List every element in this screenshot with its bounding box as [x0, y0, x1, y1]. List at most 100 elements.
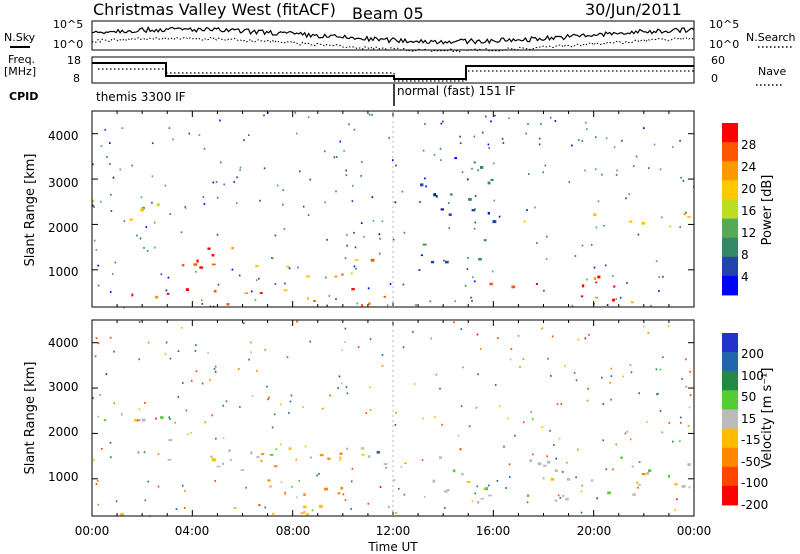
- heatmap-cell: [217, 283, 220, 286]
- heatmap-cell: [610, 367, 613, 370]
- heatmap-cell: [350, 272, 353, 275]
- heatmap-cell: [668, 474, 670, 478]
- heatmap-cell: [295, 458, 297, 461]
- nsearch-trace: [91, 36, 695, 53]
- heatmap-cell: [584, 337, 587, 340]
- heatmap-cell: [502, 142, 505, 144]
- heatmap-cell: [109, 163, 111, 165]
- heatmap-cell: [550, 375, 552, 377]
- heatmap-cell: [685, 211, 687, 214]
- heatmap-cell: [360, 447, 365, 450]
- heatmap-cell: [490, 178, 494, 181]
- xtick-2000: 20:00: [577, 524, 612, 538]
- heatmap-cell: [316, 474, 318, 477]
- heatmap-cell: [151, 142, 154, 145]
- heatmap-cell: [109, 142, 111, 144]
- heatmap-cell: [444, 506, 446, 509]
- heatmap-cell: [95, 337, 98, 339]
- heatmap-cell: [440, 159, 442, 161]
- heatmap-cell: [93, 459, 95, 462]
- heatmap-cell: [138, 321, 141, 323]
- heatmap-cell: [593, 213, 597, 217]
- vel-cbar-tick-m200: -200: [741, 498, 768, 512]
- heatmap-cell: [435, 195, 438, 198]
- velocity-ytick-1000: 1000: [48, 470, 79, 484]
- heatmap-cell: [214, 480, 216, 482]
- heatmap-cell: [494, 114, 496, 117]
- heatmap-cell: [435, 373, 438, 376]
- heatmap-cell: [522, 358, 525, 360]
- heatmap-cell: [418, 269, 421, 271]
- heatmap-cell: [689, 370, 691, 373]
- heatmap-cell: [467, 257, 469, 259]
- nsearch-tick-high: 10^5: [709, 18, 739, 31]
- heatmap-cell: [488, 494, 492, 497]
- heatmap-cell: [250, 341, 252, 344]
- heatmap-cell: [177, 350, 180, 352]
- heatmap-cell: [363, 235, 365, 238]
- heatmap-cell: [604, 264, 607, 267]
- heatmap-cell: [96, 480, 99, 482]
- freq-panel-frame: [91, 56, 695, 84]
- heatmap-cell: [109, 336, 112, 339]
- heatmap-cell: [680, 422, 682, 424]
- heatmap-cell: [610, 398, 612, 401]
- heatmap-cell: [487, 143, 490, 146]
- heatmap-cell: [594, 168, 597, 171]
- heatmap-cell: [137, 419, 139, 422]
- heatmap-cell: [93, 239, 96, 242]
- heatmap-cell: [577, 338, 580, 341]
- heatmap-cell: [143, 451, 146, 454]
- heatmap-cell: [225, 400, 228, 403]
- heatmap-cell: [689, 394, 692, 396]
- colorbar-swatch: [722, 142, 738, 162]
- heatmap-cell: [586, 278, 588, 281]
- heatmap-cell: [214, 370, 217, 373]
- heatmap-cell: [264, 506, 267, 509]
- heatmap-cell: [239, 169, 241, 171]
- heatmap-cell: [136, 234, 138, 237]
- heatmap-cell: [488, 484, 490, 487]
- heatmap-cell: [621, 139, 623, 142]
- nsky-traces: [91, 25, 695, 53]
- colorbar-swatch: [722, 428, 738, 449]
- power-ytick-4000: 4000: [48, 129, 79, 143]
- heatmap-cell: [259, 292, 263, 294]
- heatmap-cell: [195, 270, 197, 273]
- power-cbar-tick-4: 4: [741, 270, 749, 284]
- heatmap-cell: [440, 122, 443, 125]
- heatmap-cell: [595, 226, 598, 229]
- colorbar-swatch: [722, 123, 738, 143]
- nsky-tick-high: 10^5: [53, 18, 83, 31]
- heatmap-cell: [657, 392, 659, 395]
- heatmap-cell: [324, 201, 326, 204]
- heatmap-cell: [389, 283, 392, 285]
- heatmap-cell: [371, 113, 373, 116]
- heatmap-cell: [201, 303, 204, 305]
- heatmap-cell: [461, 472, 464, 476]
- heatmap-cell: [365, 412, 368, 414]
- heatmap-cell: [669, 225, 672, 228]
- heatmap-cell: [351, 288, 355, 291]
- heatmap-cell: [106, 156, 108, 158]
- heatmap-cell: [555, 457, 557, 460]
- heatmap-cell: [167, 458, 172, 461]
- heatmap-cell: [368, 113, 371, 116]
- heatmap-cell: [356, 302, 359, 305]
- heatmap-cell: [395, 512, 397, 514]
- heatmap-cell: [593, 266, 596, 269]
- heatmap-cell: [143, 247, 145, 249]
- heatmap-cell: [276, 184, 279, 187]
- heatmap-cell: [543, 289, 545, 292]
- heatmap-cell: [157, 453, 160, 455]
- heatmap-cell: [251, 394, 254, 397]
- heatmap-cell: [546, 455, 548, 458]
- heatmap-cell: [334, 275, 338, 278]
- heatmap-cell: [577, 448, 579, 451]
- heatmap-cell: [339, 452, 343, 455]
- heatmap-cell: [532, 453, 534, 456]
- heatmap-cell: [519, 366, 521, 368]
- heatmap-cell: [153, 221, 156, 224]
- heatmap-cell: [354, 246, 357, 249]
- heatmap-cell: [550, 478, 555, 481]
